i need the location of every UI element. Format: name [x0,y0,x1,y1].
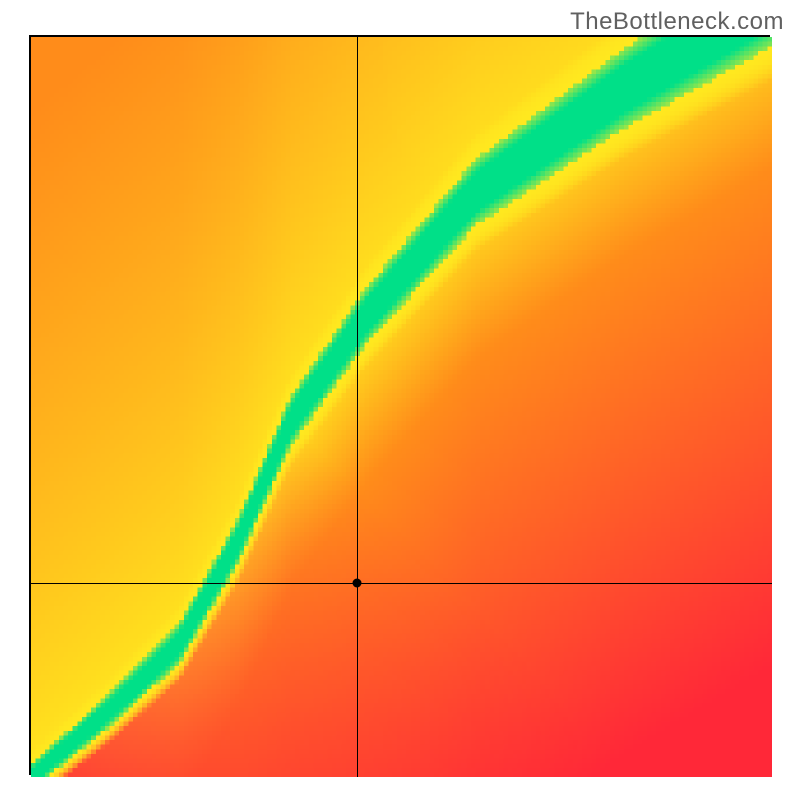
heatmap-canvas [31,37,772,777]
chart-frame [29,35,770,775]
crosshair-horizontal [31,583,772,584]
chart-container: TheBottleneck.com [0,0,800,800]
crosshair-vertical [357,37,358,777]
watermark-text: TheBottleneck.com [570,8,784,36]
crosshair-marker [353,579,362,588]
